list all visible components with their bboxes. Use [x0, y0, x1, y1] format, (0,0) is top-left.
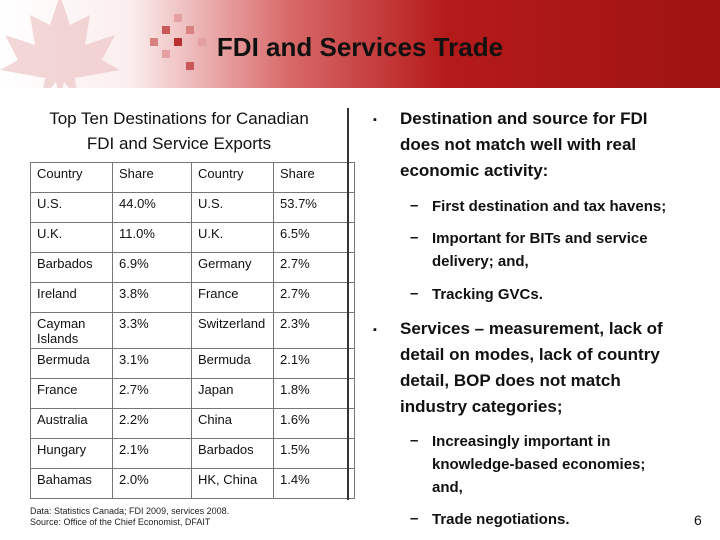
table-cell: 3.3%	[112, 312, 192, 349]
table-cell: Bermuda	[191, 348, 274, 379]
table-row: U.S. 44.0% U.S. 53.7%	[30, 192, 355, 223]
table-cell: Bahamas	[30, 468, 113, 499]
header-share-fdi: Share	[112, 162, 192, 193]
destinations-table: Country Share Country Share U.S. 44.0% U…	[30, 162, 355, 499]
bullet-line: does not match well with real	[400, 135, 637, 154]
table-cell: HK, China	[191, 468, 274, 499]
table-cell: Barbados	[191, 438, 274, 469]
table-cell: 1.6%	[273, 408, 355, 439]
table-cell: 2.0%	[112, 468, 192, 499]
dash-icon: –	[410, 197, 419, 214]
table-cell: 2.2%	[112, 408, 192, 439]
table-row: Bahamas 2.0% HK, China 1.4%	[30, 468, 355, 499]
table-cell: 2.7%	[273, 252, 355, 283]
source-line-1: Data: Statistics Canada; FDI 2009, servi…	[30, 506, 230, 516]
table-cell: 1.8%	[273, 378, 355, 409]
bullet-line: Services – measurement, lack of	[400, 319, 663, 338]
bullet-line: Destination and source for FDI	[400, 109, 648, 128]
title-banner: FDI and Services Trade	[0, 0, 720, 88]
dash-icon: –	[410, 432, 419, 449]
table-cell: 11.0%	[112, 222, 192, 253]
table-row: U.K. 11.0% U.K. 6.5%	[30, 222, 355, 253]
table-header-row: Country Share Country Share	[30, 162, 355, 193]
pixel-squares-decoration	[150, 14, 206, 70]
table-cell: 3.1%	[112, 348, 192, 379]
table-cell: Ireland	[30, 282, 113, 313]
maple-leaf-icon	[0, 0, 120, 88]
table-title: Top Ten Destinations for Canadian FDI an…	[18, 106, 340, 156]
sub-bullet-line: Increasingly important in	[432, 433, 611, 450]
header-country-services: Country	[191, 162, 274, 193]
sub-bullet-gvcs: Tracking GVCs.	[432, 286, 543, 303]
page-title: FDI and Services Trade	[216, 32, 504, 62]
bullet-square-icon: ▪	[373, 324, 377, 336]
bullet-line: detail, BOP does not match	[400, 371, 621, 390]
table-cell: France	[191, 282, 274, 313]
table-cell: 2.7%	[112, 378, 192, 409]
table-row: Cayman Islands 3.3% Switzerland 2.3%	[30, 312, 355, 349]
dash-icon: –	[410, 285, 419, 302]
table-title-line-2: FDI and Service Exports	[86, 134, 272, 153]
table-row: Australia 2.2% China 1.6%	[30, 408, 355, 439]
sub-bullet-line: knowledge-based economies;	[432, 456, 646, 473]
sub-bullet-line: delivery; and,	[432, 253, 529, 270]
table-cell: 2.7%	[273, 282, 355, 313]
table-cell: Cayman Islands	[30, 312, 113, 349]
table-cell: Switzerland	[191, 312, 274, 349]
header-share-services: Share	[273, 162, 355, 193]
table-cell: 2.1%	[112, 438, 192, 469]
table-cell: China	[191, 408, 274, 439]
table-cell: Germany	[191, 252, 274, 283]
table-row: France 2.7% Japan 1.8%	[30, 378, 355, 409]
page-number: 6	[694, 512, 702, 528]
sub-bullet-knowledge-economies: Increasingly important in knowledge-base…	[432, 430, 645, 499]
table-cell: France	[30, 378, 113, 409]
table-row: Hungary 2.1% Barbados 1.5%	[30, 438, 355, 469]
sub-bullet-line: and,	[432, 479, 463, 496]
table-title-line-1: Top Ten Destinations for Canadian	[49, 109, 309, 128]
table-row: Barbados 6.9% Germany 2.7%	[30, 252, 355, 283]
dash-icon: –	[410, 510, 419, 527]
table-cell: U.S.	[191, 192, 274, 223]
table-cell: Hungary	[30, 438, 113, 469]
table-cell: 53.7%	[273, 192, 355, 223]
table-cell: Bermuda	[30, 348, 113, 379]
table-cell: U.K.	[30, 222, 113, 253]
table-row: Ireland 3.8% France 2.7%	[30, 282, 355, 313]
bullet-line: detail on modes, lack of country	[400, 345, 660, 364]
header-country-fdi: Country	[30, 162, 113, 193]
table-cell: Australia	[30, 408, 113, 439]
table-cell: 44.0%	[112, 192, 192, 223]
sub-bullet-trade-negotiations: Trade negotiations.	[432, 511, 570, 528]
table-cell: Japan	[191, 378, 274, 409]
table-cell: 3.8%	[112, 282, 192, 313]
sub-bullet-bits: Important for BITs and service delivery;…	[432, 227, 648, 273]
bullet-fdi-mismatch: Destination and source for FDI does not …	[400, 106, 647, 184]
table-cell: 6.5%	[273, 222, 355, 253]
table-cell: 1.4%	[273, 468, 355, 499]
column-divider	[347, 108, 349, 500]
table-cell: U.K.	[191, 222, 274, 253]
table-cell: 6.9%	[112, 252, 192, 283]
table-cell: U.S.	[30, 192, 113, 223]
table-cell: 2.1%	[273, 348, 355, 379]
data-source-note: Data: Statistics Canada; FDI 2009, servi…	[30, 506, 229, 528]
dash-icon: –	[410, 229, 419, 246]
table-cell: 2.3%	[273, 312, 355, 349]
source-line-2: Source: Office of the Chief Economist, D…	[30, 517, 211, 527]
sub-bullet-line: Important for BITs and service	[432, 230, 648, 247]
bullet-square-icon: ▪	[373, 114, 377, 126]
bullet-line: industry categories;	[400, 397, 563, 416]
sub-bullet-tax-havens: First destination and tax havens;	[432, 198, 667, 215]
bullet-line: economic activity:	[400, 161, 549, 180]
table-cell: Barbados	[30, 252, 113, 283]
table-row: Bermuda 3.1% Bermuda 2.1%	[30, 348, 355, 379]
table-cell: 1.5%	[273, 438, 355, 469]
bullet-services-measurement: Services – measurement, lack of detail o…	[400, 316, 663, 420]
